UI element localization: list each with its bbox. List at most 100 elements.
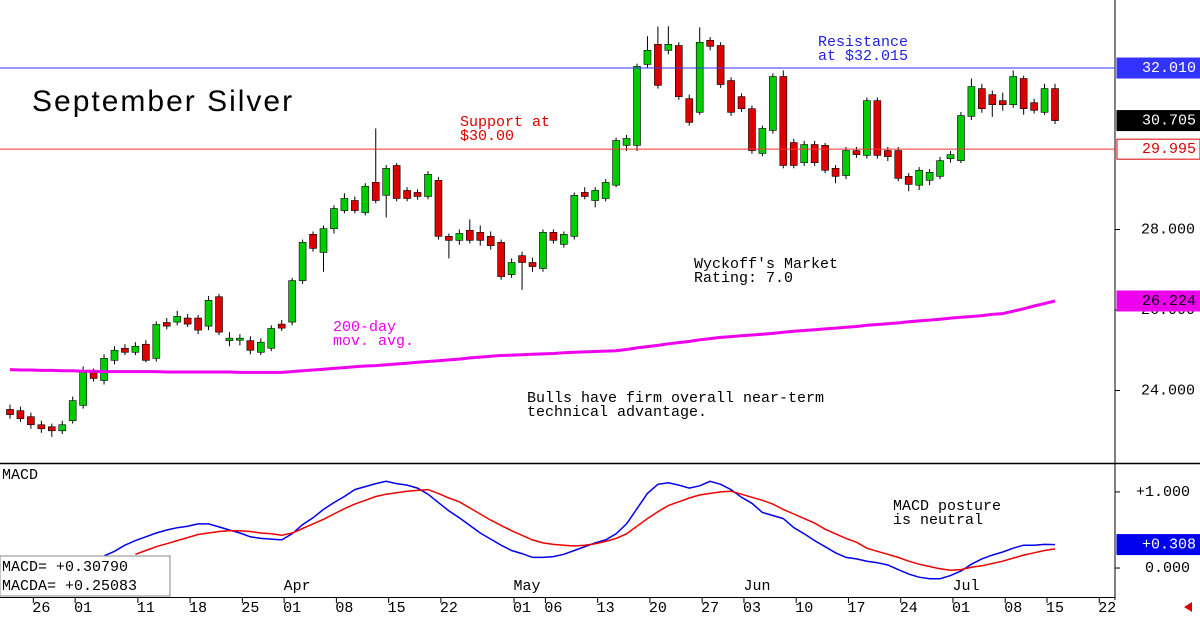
candle-body — [309, 234, 317, 249]
candle-body — [465, 229, 474, 241]
candle-body — [162, 322, 171, 327]
candle-body — [267, 328, 276, 349]
candle-body — [810, 144, 819, 163]
x-tick-label: 25 — [241, 600, 259, 617]
x-tick-label: 18 — [189, 600, 207, 617]
candle-body — [664, 43, 673, 51]
candle-body — [424, 174, 432, 197]
macd-panel — [103, 480, 1056, 580]
last-price: 30.705 — [1142, 113, 1196, 130]
candle-body — [110, 349, 119, 361]
candle-body — [173, 316, 181, 323]
candle-body — [1019, 78, 1028, 110]
x-tick-label: 11 — [137, 600, 155, 617]
annotation: 200-day — [333, 319, 396, 336]
x-tick-label: 01 — [283, 600, 301, 617]
candle-body — [612, 140, 620, 186]
candle-body — [998, 100, 1007, 105]
candle-body — [27, 416, 35, 426]
candle-body — [852, 150, 861, 155]
x-tick-label: 27 — [701, 600, 719, 617]
candle-body — [319, 228, 328, 253]
candle-body — [789, 142, 798, 166]
candle-body — [330, 208, 338, 229]
candle-body — [831, 167, 840, 177]
candle-body — [68, 400, 77, 422]
y-tick-label: +1.000 — [1136, 484, 1190, 501]
candle-body — [89, 372, 98, 379]
x-tick-label: 15 — [1046, 600, 1064, 617]
y-tick-label: 24.000 — [1141, 382, 1195, 399]
candle-body — [769, 76, 777, 131]
x-tick-label: 10 — [795, 600, 813, 617]
candle-body — [591, 190, 600, 201]
annotation: at $32.015 — [818, 48, 908, 65]
candle-body — [549, 232, 558, 241]
candle-body — [382, 167, 391, 196]
y-tick-label: 0.000 — [1145, 560, 1190, 577]
candle-body — [79, 370, 87, 406]
candle-body — [580, 192, 589, 197]
x-tick-label: 15 — [388, 600, 406, 617]
candle-body — [142, 343, 150, 361]
candle-body — [497, 242, 505, 277]
annotation: Resistance — [818, 34, 908, 51]
candle-body — [351, 200, 359, 211]
x-tick-label: 20 — [649, 600, 667, 617]
candle-body — [194, 317, 202, 331]
x-tick-label: 22 — [440, 600, 458, 617]
annotation: is neutral — [893, 512, 983, 529]
month-label: Apr — [284, 578, 311, 595]
x-tick-label: 03 — [743, 600, 761, 617]
month-label: Jul — [952, 578, 979, 595]
x-tick-label: 06 — [544, 600, 562, 617]
candle-body — [685, 98, 694, 123]
candle-body — [131, 345, 140, 353]
x-tick-label: 08 — [335, 600, 353, 617]
x-tick-label: 08 — [1004, 600, 1022, 617]
candle-body — [100, 358, 108, 381]
x-tick-label: 24 — [900, 600, 918, 617]
candle-body — [695, 41, 704, 113]
resistance-value: 32.010 — [1142, 60, 1196, 77]
scroll-arrow — [1184, 602, 1192, 612]
macd-panel-label: MACD — [2, 467, 38, 484]
candle-body — [1030, 102, 1038, 111]
candle-body — [988, 94, 997, 105]
x-tick-label: 22 — [1098, 600, 1116, 617]
candle-body — [873, 100, 882, 156]
macd-value-box — [1116, 534, 1200, 556]
candle-body — [863, 100, 871, 156]
month-label: Jun — [743, 578, 770, 595]
annotation: Wyckoff's Market — [694, 256, 838, 273]
candle-body — [413, 192, 422, 197]
candle-body — [654, 43, 662, 86]
candle-body — [371, 182, 380, 201]
candle-body — [183, 317, 192, 325]
candle-body — [403, 190, 411, 199]
x-tick-label: 01 — [74, 600, 92, 617]
candle-body — [518, 255, 526, 263]
candle-body — [340, 198, 349, 211]
annotation: Rating: 7.0 — [694, 270, 793, 287]
candle-body — [277, 323, 286, 329]
x-tick-label: 01 — [952, 600, 970, 617]
y-tick-label: 28.000 — [1141, 221, 1195, 238]
last-price-box — [1116, 110, 1200, 132]
price-panel — [6, 26, 1059, 437]
candle-body — [904, 176, 913, 185]
candle-body — [748, 108, 756, 151]
candle-body — [957, 115, 965, 161]
macd-line — [135, 488, 1056, 572]
candle-body — [883, 150, 892, 157]
ma-value-box — [1116, 290, 1200, 312]
candle-body — [225, 337, 234, 341]
candle-body — [476, 232, 485, 241]
x-tick-label: 13 — [597, 600, 615, 617]
candle-body — [727, 80, 735, 113]
candle-body — [946, 154, 955, 159]
candle-body — [560, 234, 568, 245]
candle-body — [121, 347, 129, 353]
candle-body — [152, 324, 161, 359]
candle-body — [800, 144, 809, 163]
